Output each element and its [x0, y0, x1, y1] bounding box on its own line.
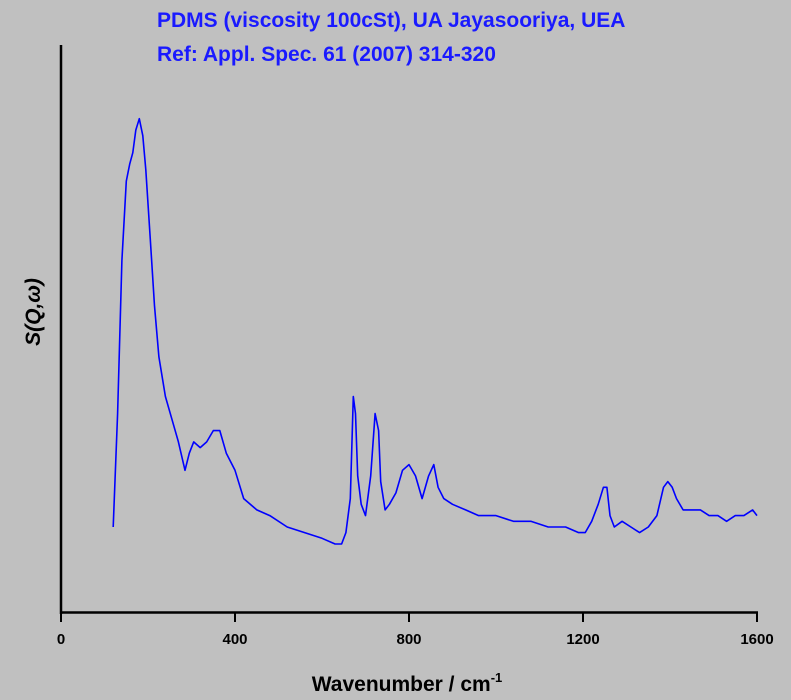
series-line-0: [112, 117, 758, 545]
x-tick-label: 1600: [740, 631, 773, 648]
x-axis-title: Wavenumber / cm-1: [312, 670, 503, 696]
x-tick-label: 1200: [566, 631, 599, 648]
y-axis-title: S(Q,ω): [22, 278, 45, 346]
x-axis-title-superscript: -1: [491, 670, 503, 685]
x-tick-label: 800: [396, 631, 421, 648]
chart-title-line-2: Ref: Appl. Spec. 61 (2007) 314-320: [157, 43, 496, 66]
x-tick-label: 400: [222, 631, 247, 648]
plot-series: [112, 117, 758, 545]
x-axis-title-text: Wavenumber / cm: [312, 673, 491, 696]
x-tick-label: 0: [57, 631, 65, 648]
chart-title-line-1: PDMS (viscosity 100cSt), UA Jayasooriya,…: [157, 9, 625, 32]
x-axis-ticks: 0 400 800 1200 1600: [57, 612, 774, 648]
